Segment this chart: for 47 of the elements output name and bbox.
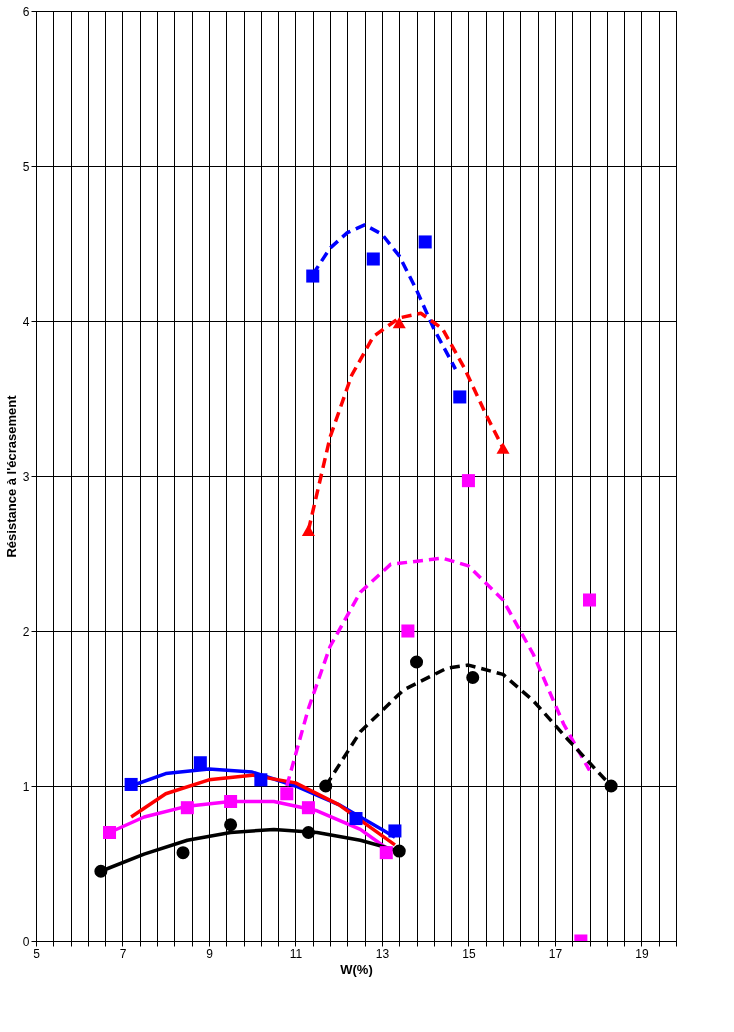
point [301,524,315,536]
point [379,846,393,860]
x-tick-label: 17 [548,946,563,961]
point [94,864,108,878]
y-tick-label: 1 [22,779,30,794]
point [388,824,402,838]
point [453,390,467,404]
point [319,779,333,793]
x-tick-label: 13 [375,946,390,961]
point [392,844,406,858]
point [366,252,380,266]
x-tick-label: 7 [119,946,127,961]
y-tick-label: 2 [22,624,30,639]
point [193,756,207,770]
point [301,825,315,840]
y-tick-label: 3 [22,469,30,484]
point [176,846,190,860]
point [410,655,424,669]
point [604,779,618,793]
point [418,235,432,249]
x-tick-label: 15 [462,946,476,961]
y-tick-label: 5 [22,159,30,174]
x-tick-label: 19 [635,946,649,961]
point [496,442,510,454]
point [392,316,406,329]
point [254,773,268,787]
point [461,474,475,488]
point [224,794,238,809]
point [306,269,320,283]
y-axis-title: Résistance à l'écrasement [3,394,19,558]
y-tick-label: 6 [22,4,30,19]
point [349,812,363,826]
point [466,670,480,685]
point [280,787,294,801]
point [102,825,117,840]
point [401,624,415,638]
x-tick-label: 5 [33,946,41,961]
point [124,777,138,791]
point [224,818,238,832]
x-tick-label: 11 [289,946,303,961]
point [180,801,194,815]
y-tick-label: 4 [22,314,30,329]
y-tick-label: 0 [22,934,30,949]
x-axis-title: W(%) [340,961,373,977]
point [582,593,597,607]
point [301,801,315,815]
x-tick-label: 9 [206,946,214,961]
